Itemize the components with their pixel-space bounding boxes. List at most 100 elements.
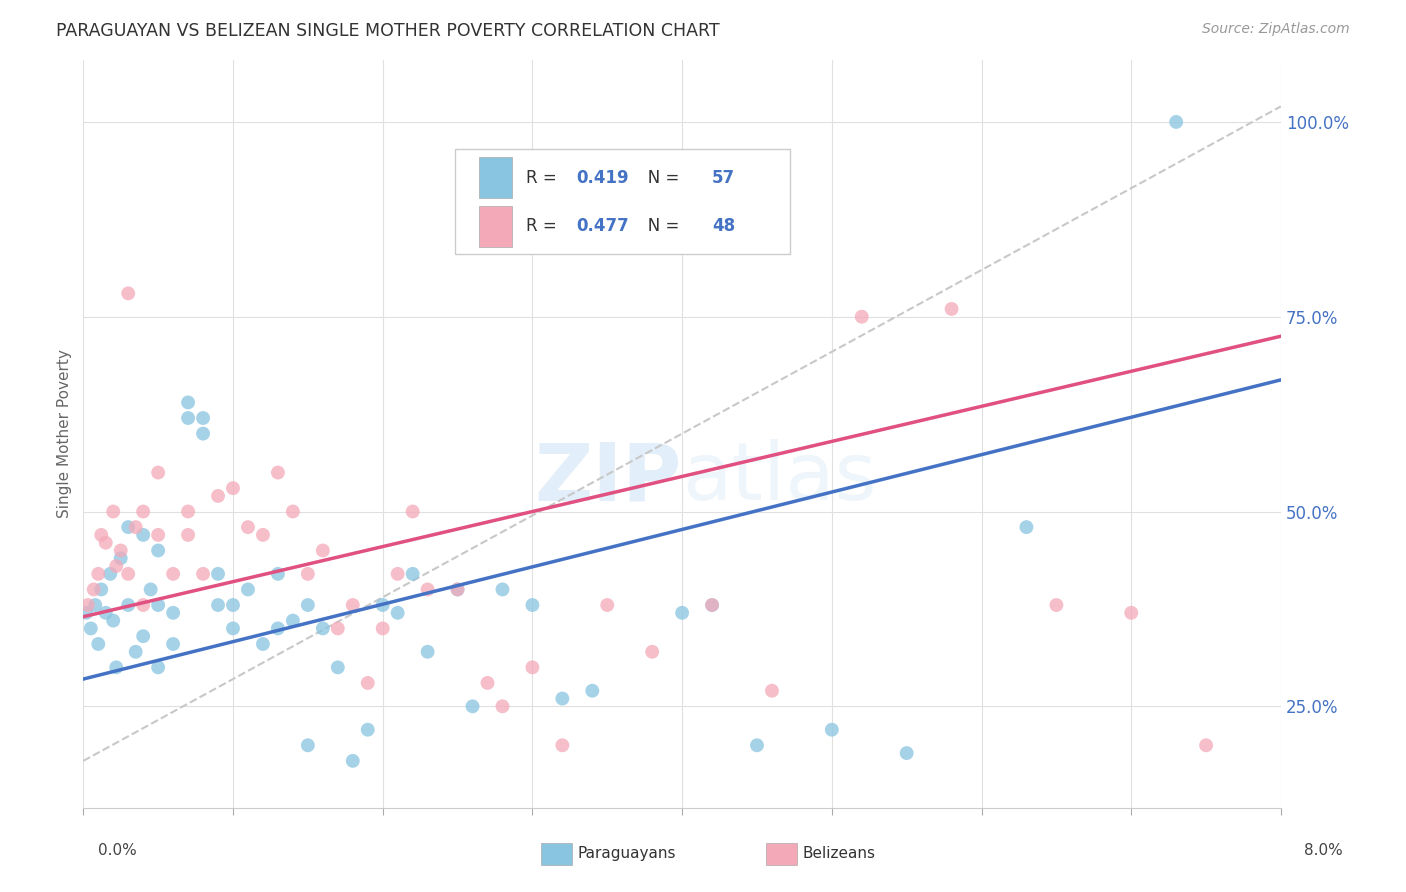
Point (191, 566, 214, 581)
Point (416, 645, 439, 659)
Point (105, 660, 128, 674)
Point (117, 520, 139, 534)
Point (76, 598, 98, 612)
Text: 8.0%: 8.0% (1303, 843, 1343, 858)
Point (357, 723, 380, 737)
Point (371, 598, 394, 612)
Point (1195, 739, 1218, 753)
Point (896, 746, 918, 760)
Point (132, 504, 155, 518)
Point (326, 660, 349, 674)
Point (641, 645, 664, 659)
Point (297, 598, 319, 612)
Point (132, 528, 155, 542)
Point (312, 621, 335, 635)
Point (281, 614, 304, 628)
Point (357, 676, 380, 690)
Point (297, 739, 319, 753)
Point (117, 286, 139, 301)
Bar (478, 206, 512, 247)
Text: N =: N = (631, 218, 685, 235)
Point (110, 551, 132, 566)
Text: 0.419: 0.419 (576, 169, 630, 186)
Point (267, 621, 290, 635)
Point (387, 566, 409, 581)
Point (207, 489, 229, 503)
Point (941, 301, 963, 316)
Point (491, 582, 513, 597)
Point (581, 683, 603, 698)
Point (761, 683, 783, 698)
Point (207, 598, 229, 612)
Point (267, 566, 290, 581)
Text: Paraguayans: Paraguayans (578, 847, 676, 861)
Point (671, 606, 693, 620)
Text: R =: R = (526, 169, 562, 186)
Text: 0.0%: 0.0% (98, 843, 138, 858)
Point (222, 598, 245, 612)
Point (139, 582, 162, 597)
Point (551, 739, 574, 753)
Point (477, 676, 499, 690)
Text: N =: N = (631, 169, 685, 186)
Point (105, 559, 128, 574)
Point (596, 598, 619, 612)
Text: 0.477: 0.477 (576, 218, 630, 235)
Point (371, 621, 394, 635)
Point (700, 598, 723, 612)
FancyBboxPatch shape (454, 149, 790, 254)
Point (700, 598, 723, 612)
Point (94, 606, 117, 620)
Point (90, 582, 112, 597)
Point (416, 582, 439, 597)
Point (146, 660, 169, 674)
Point (252, 637, 274, 651)
Point (401, 566, 423, 581)
Point (80, 621, 103, 635)
Point (1015, 520, 1038, 534)
Point (401, 504, 423, 518)
Text: ZIP: ZIP (534, 440, 682, 517)
Point (236, 582, 259, 597)
Text: 57: 57 (711, 169, 735, 186)
Text: Source: ZipAtlas.com: Source: ZipAtlas.com (1202, 22, 1350, 37)
Point (851, 310, 873, 324)
Point (90, 528, 112, 542)
Point (177, 504, 200, 518)
Point (162, 637, 184, 651)
Point (236, 520, 259, 534)
Y-axis label: Single Mother Poverty: Single Mother Poverty (58, 349, 72, 518)
Point (207, 566, 229, 581)
Point (491, 699, 513, 714)
Point (281, 504, 304, 518)
Point (522, 660, 544, 674)
Point (84, 598, 107, 612)
Point (252, 528, 274, 542)
Point (446, 582, 468, 597)
Point (117, 598, 139, 612)
Point (94, 535, 117, 549)
Point (177, 395, 200, 409)
Point (87, 637, 110, 651)
Point (1045, 598, 1067, 612)
Point (222, 621, 245, 635)
Point (103, 504, 125, 518)
Point (162, 606, 184, 620)
Point (146, 528, 169, 542)
Point (461, 699, 484, 714)
Point (125, 645, 148, 659)
Point (342, 754, 364, 768)
Point (177, 411, 200, 425)
Point (132, 598, 155, 612)
Point (162, 566, 184, 581)
Point (551, 691, 574, 706)
Text: 48: 48 (711, 218, 735, 235)
Point (75, 606, 97, 620)
Point (191, 411, 214, 425)
Point (132, 629, 155, 643)
Point (745, 739, 768, 753)
Point (1121, 606, 1143, 620)
Point (146, 466, 169, 480)
Point (821, 723, 844, 737)
Point (146, 543, 169, 558)
